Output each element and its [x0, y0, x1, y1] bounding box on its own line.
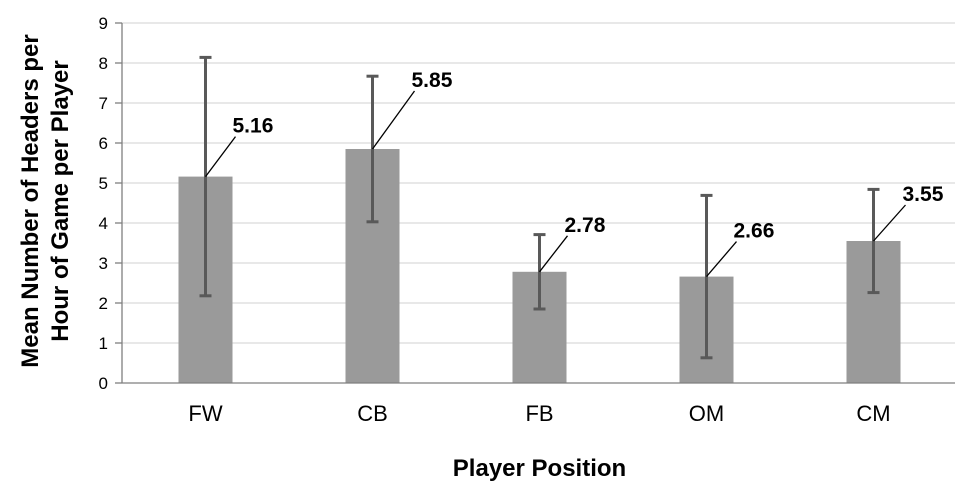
data-labels: 5.16 5.85 2.78 2.66 3.55	[233, 69, 944, 243]
data-label-om: 2.66	[734, 220, 775, 243]
y-tick-label: 6	[99, 134, 108, 153]
y-axis-title: Mean Number of Headers per Hour of Game …	[17, 34, 74, 367]
y-tick-label: 9	[99, 14, 108, 33]
y-tick-label: 2	[99, 294, 108, 313]
label-leader	[204, 136, 237, 177]
y-axis-title-line-2: Hour of Game per Player	[47, 60, 74, 341]
label-leader	[706, 241, 737, 278]
gridlines	[122, 22, 955, 344]
y-tick-label: 0	[99, 374, 108, 393]
label-leader	[371, 90, 416, 150]
x-axis-title: Player Position	[453, 455, 626, 482]
x-tick-label-cm: CM	[856, 401, 890, 426]
y-tick-label: 5	[99, 174, 108, 193]
x-tick-label-om: OM	[689, 401, 724, 426]
x-tick-labels: FW CB FB OM CM	[188, 401, 890, 426]
y-axis-title-line-1: Mean Number of Headers per	[17, 34, 44, 367]
y-tick-label: 1	[99, 334, 108, 353]
data-label-cb: 5.85	[412, 69, 453, 92]
x-tick-label-fb: FB	[525, 401, 553, 426]
x-tick-label-fw: FW	[188, 401, 222, 426]
data-label-fw: 5.16	[233, 115, 274, 138]
label-leader	[873, 204, 906, 242]
y-tick-label: 4	[99, 214, 108, 233]
data-label-fb: 2.78	[565, 214, 606, 237]
data-label-leaders	[204, 90, 906, 278]
y-tick-label: 3	[99, 254, 108, 273]
axes	[115, 22, 955, 384]
y-tick-labels: 0 1 2 3 4 5 6 7 8 9	[99, 14, 108, 393]
data-label-cm: 3.55	[903, 183, 944, 206]
y-tick-label: 7	[99, 94, 108, 113]
label-leader	[538, 235, 569, 273]
x-tick-label-cb: CB	[357, 401, 388, 426]
y-tick-label: 8	[99, 54, 108, 73]
